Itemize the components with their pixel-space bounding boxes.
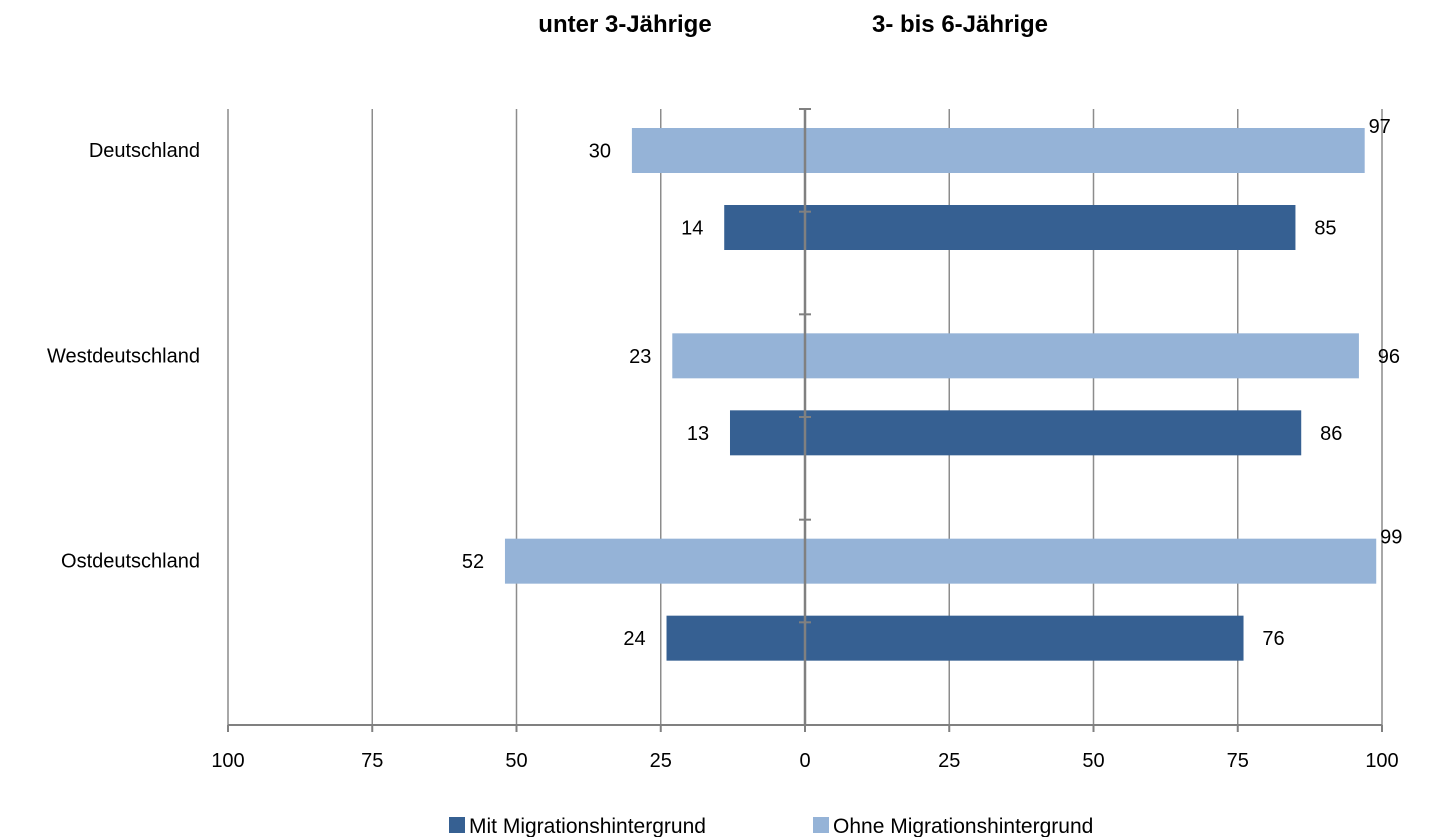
bar-right-1-1 <box>805 410 1302 456</box>
bar-left-2-0 <box>504 538 805 584</box>
x-tick-label-2: 50 <box>505 750 527 772</box>
legend-swatch-0 <box>449 817 465 833</box>
x-tick-label-4: 0 <box>799 750 810 772</box>
legend-label-0: Mit Migrationshintergrund <box>469 815 706 837</box>
data-label-left-2-1: 24 <box>623 628 645 650</box>
bar-left-2-1 <box>666 615 805 661</box>
data-label-left-1-0: 23 <box>629 346 651 368</box>
legend-swatch-1 <box>813 817 829 833</box>
data-label-right-2-0: 99 <box>1380 527 1402 549</box>
data-label-right-2-1: 76 <box>1262 628 1284 650</box>
heading-left: unter 3-Jährige <box>538 11 711 38</box>
legend: Mit Migrationshintergrund Ohne Migrations… <box>449 815 1093 837</box>
category-labels: Deutschland Westdeutschland Ostdeutschland <box>47 140 200 573</box>
data-label-left-1-1: 13 <box>687 423 709 445</box>
x-tick-label-5: 25 <box>938 750 960 772</box>
axes <box>227 108 1383 732</box>
x-tick-label-7: 75 <box>1227 750 1249 772</box>
category-label-0: Deutschland <box>89 140 200 162</box>
data-label-right-1-1: 86 <box>1320 423 1342 445</box>
data-labels: 30 97 14 85 23 96 13 86 52 99 24 76 <box>462 116 1403 650</box>
data-label-left-0-1: 14 <box>681 218 703 240</box>
bars <box>504 128 1377 661</box>
bar-right-0-1 <box>805 205 1296 250</box>
bar-right-1-0 <box>805 333 1359 379</box>
bar-left-1-0 <box>672 333 805 379</box>
x-tick-label-0: 100 <box>211 750 244 772</box>
data-label-left-0-0: 30 <box>589 141 611 163</box>
data-label-right-0-1: 85 <box>1314 218 1336 240</box>
data-label-right-0-0: 97 <box>1369 116 1391 138</box>
heading-right: 3- bis 6-Jährige <box>872 11 1048 38</box>
bar-left-0-1 <box>724 205 805 250</box>
category-label-2: Ostdeutschland <box>61 551 200 573</box>
bar-right-0-0 <box>805 128 1365 173</box>
bar-left-1-1 <box>729 410 805 456</box>
x-tick-labels: 100 75 50 25 0 25 50 75 100 <box>211 750 1398 772</box>
data-label-right-1-0: 96 <box>1378 346 1400 368</box>
x-tick-label-1: 75 <box>361 750 383 772</box>
x-tick-label-3: 25 <box>650 750 672 772</box>
bar-right-2-1 <box>805 615 1244 661</box>
legend-label-1: Ohne Migrationshintergrund <box>833 815 1093 837</box>
bar-right-2-0 <box>805 538 1377 584</box>
x-tick-label-6: 50 <box>1082 750 1104 772</box>
data-label-left-2-0: 52 <box>462 551 484 573</box>
bar-left-0-0 <box>631 128 805 173</box>
x-tick-label-8: 100 <box>1365 750 1398 772</box>
category-label-1: Westdeutschland <box>47 345 200 367</box>
